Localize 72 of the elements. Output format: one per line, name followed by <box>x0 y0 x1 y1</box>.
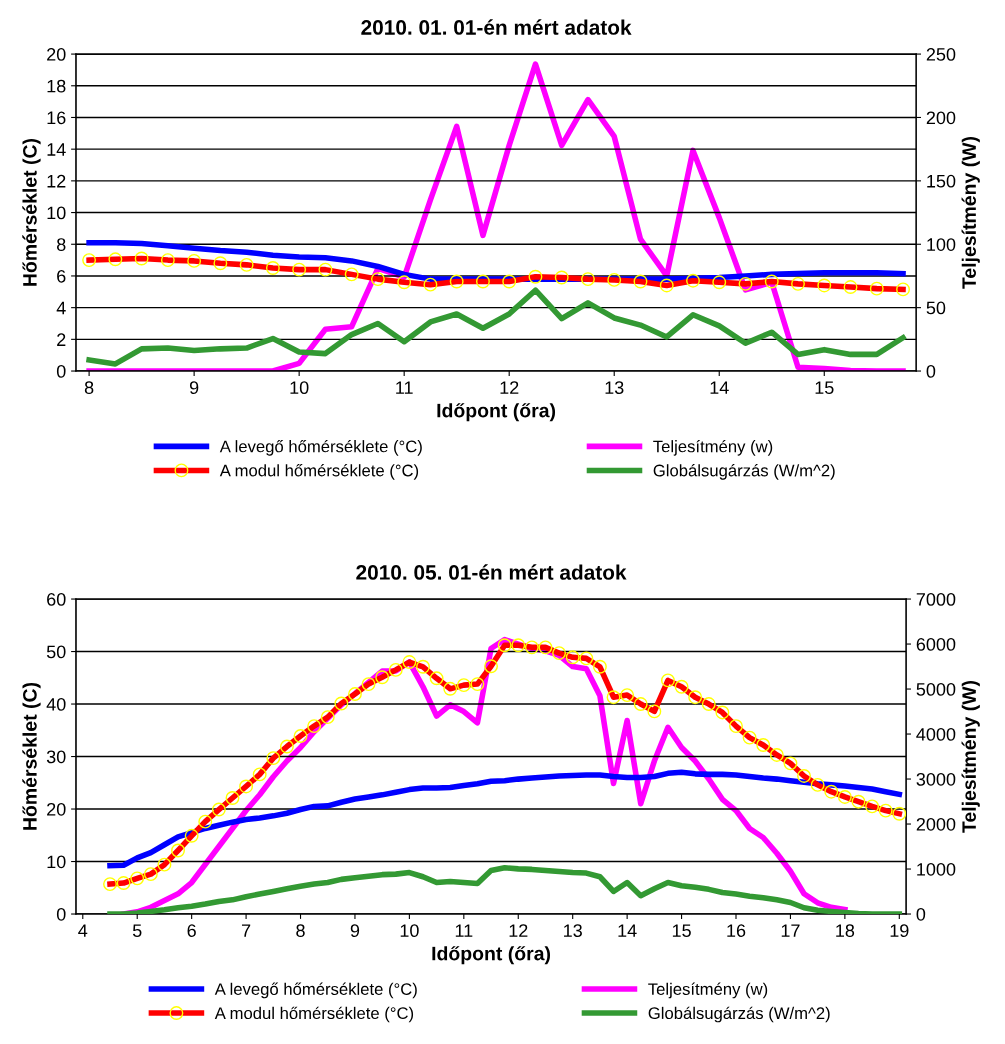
x-tick-label: 17 <box>781 924 800 937</box>
x-tick-label: 15 <box>672 924 691 938</box>
y-tick-label: 16 <box>47 111 66 125</box>
y-tick-label: 30 <box>46 750 66 764</box>
x-tick-label: 19 <box>890 924 909 938</box>
legend-label: Globálsugárzás (W/m^2) <box>653 463 835 480</box>
y2-tick-label: 7000 <box>916 592 956 606</box>
x-tick-label: 10 <box>400 924 419 938</box>
y2-tick-label: 0 <box>926 364 936 378</box>
y2-tick-label: 4000 <box>916 727 956 741</box>
y-tick-label: 10 <box>47 206 66 220</box>
legend-label: Teljesítmény (w) <box>653 439 773 456</box>
y2-tick-label: 50 <box>926 301 946 315</box>
y-tick-label: 20 <box>47 802 66 816</box>
y-tick-label: 10 <box>47 855 66 869</box>
x-tick-label: 8 <box>296 924 305 938</box>
x-tick-label: 4 <box>78 924 88 937</box>
x-tick-label: 9 <box>189 381 199 395</box>
y-tick-label: 50 <box>46 645 66 659</box>
chart-title: 2010. 05. 01-én mért adatok <box>356 564 627 580</box>
y2-tick-label: 6000 <box>916 637 956 651</box>
y2-tick-label: 200 <box>926 111 956 125</box>
x-tick-label: 13 <box>564 924 582 938</box>
y-tick-label: 0 <box>56 364 66 378</box>
y2-tick-label: 2000 <box>916 817 956 831</box>
legend-label: A levegő hőmérséklete (°C) <box>214 982 417 999</box>
x-tick-label: 11 <box>455 924 473 937</box>
y-tick-label: 6 <box>57 269 66 283</box>
y-tick-label: 8 <box>57 238 66 251</box>
x-tick-label: 12 <box>500 381 519 394</box>
y-tick-label: 40 <box>46 697 66 711</box>
x-tick-label: 15 <box>815 381 834 395</box>
legend-label: Teljesítmény (w) <box>648 982 768 999</box>
y-tick-label: 12 <box>47 174 66 188</box>
y-tick-label: 4 <box>56 301 66 315</box>
y2-tick-label: 150 <box>927 174 956 188</box>
y2-axis-title: Teljesítmény (W) <box>961 136 980 289</box>
y-axis-title: Hőmérséklet (C) <box>22 138 41 286</box>
x-tick-label: 13 <box>605 381 624 395</box>
legend-label: A levegő hőmérséklete (°C) <box>219 439 422 456</box>
y2-tick-label: 250 <box>926 48 956 61</box>
y2-tick-label: 5000 <box>916 682 956 696</box>
x-tick-label: 14 <box>710 381 729 394</box>
y-axis-title: Hőmérséklet (C) <box>22 682 41 830</box>
y2-tick-label: 0 <box>916 907 926 921</box>
x-tick-label: 16 <box>727 924 746 938</box>
chart-title: 2010. 01. 01-én mért adatok <box>361 19 632 35</box>
x-tick-label: 12 <box>509 924 528 937</box>
y2-tick-label: 100 <box>927 238 956 251</box>
legend-label: A modul hőmérséklete (°C) <box>219 463 419 480</box>
x-axis-title: Időpont (őra) <box>432 946 551 965</box>
x-tick-label: 6 <box>187 924 196 938</box>
y-tick-label: 0 <box>56 907 66 921</box>
x-axis-title: Időpont (őra) <box>437 403 556 422</box>
y2-tick-label: 3000 <box>916 772 956 786</box>
y2-axis-title: Teljesítmény (W) <box>961 680 980 833</box>
x-tick-label: 8 <box>84 381 94 395</box>
x-tick-label: 11 <box>396 381 413 394</box>
y-tick-label: 60 <box>47 592 66 606</box>
x-tick-label: 10 <box>290 381 309 395</box>
y2-tick-label: 1000 <box>917 862 956 876</box>
legend-label: A modul hőmérséklete (°C) <box>214 1006 414 1023</box>
y-tick-label: 20 <box>47 48 66 61</box>
y-tick-label: 2 <box>57 333 66 346</box>
y-tick-label: 18 <box>47 79 66 93</box>
x-tick-label: 5 <box>132 924 142 938</box>
x-tick-label: 14 <box>618 924 637 937</box>
y-tick-label: 14 <box>47 143 66 156</box>
x-tick-label: 9 <box>350 924 360 938</box>
x-tick-label: 7 <box>241 924 251 937</box>
legend-label: Globálsugárzás (W/m^2) <box>648 1006 830 1023</box>
x-tick-label: 18 <box>836 924 855 938</box>
